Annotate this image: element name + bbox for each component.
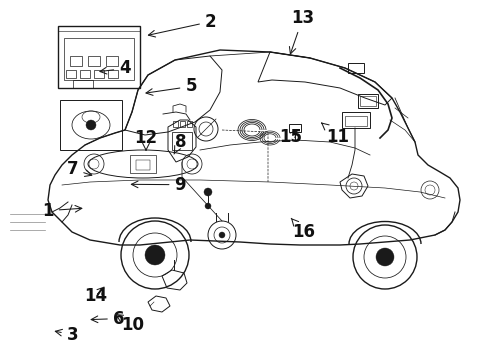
Bar: [136, 160, 150, 170]
Text: 12: 12: [134, 129, 158, 150]
Bar: [73, 80, 93, 88]
Bar: [130, 155, 156, 173]
Text: 3: 3: [55, 326, 78, 344]
Bar: [360, 96, 376, 106]
Circle shape: [204, 188, 212, 196]
Bar: [172, 132, 192, 150]
Bar: [342, 112, 370, 128]
Bar: [66, 70, 76, 78]
Text: 15: 15: [280, 128, 302, 146]
Bar: [173, 121, 178, 127]
Text: 4: 4: [100, 59, 131, 77]
Text: 13: 13: [290, 9, 315, 54]
Bar: [180, 121, 185, 127]
Text: 14: 14: [84, 287, 107, 305]
Text: 1: 1: [42, 202, 82, 220]
Text: 2: 2: [148, 13, 217, 37]
Bar: [88, 56, 100, 66]
Circle shape: [205, 203, 211, 209]
Bar: [60, 100, 122, 150]
Text: 5: 5: [146, 77, 197, 95]
Text: 16: 16: [291, 218, 315, 241]
Text: 11: 11: [321, 123, 349, 146]
Bar: [187, 121, 192, 127]
Bar: [106, 56, 118, 66]
Text: 7: 7: [67, 160, 92, 178]
Bar: [345, 116, 367, 126]
Circle shape: [219, 232, 225, 238]
Bar: [58, 26, 140, 88]
Bar: [289, 124, 301, 132]
Circle shape: [376, 248, 394, 266]
Text: 6: 6: [91, 310, 124, 328]
Bar: [348, 63, 364, 73]
Text: 9: 9: [131, 176, 186, 194]
Text: 10: 10: [116, 314, 144, 334]
Circle shape: [145, 245, 165, 265]
Bar: [94, 70, 104, 78]
Text: 8: 8: [174, 133, 186, 154]
Bar: [64, 38, 134, 80]
Circle shape: [86, 120, 96, 130]
Bar: [80, 70, 90, 78]
Bar: [108, 70, 118, 78]
Bar: [70, 56, 82, 66]
Bar: [358, 94, 378, 108]
